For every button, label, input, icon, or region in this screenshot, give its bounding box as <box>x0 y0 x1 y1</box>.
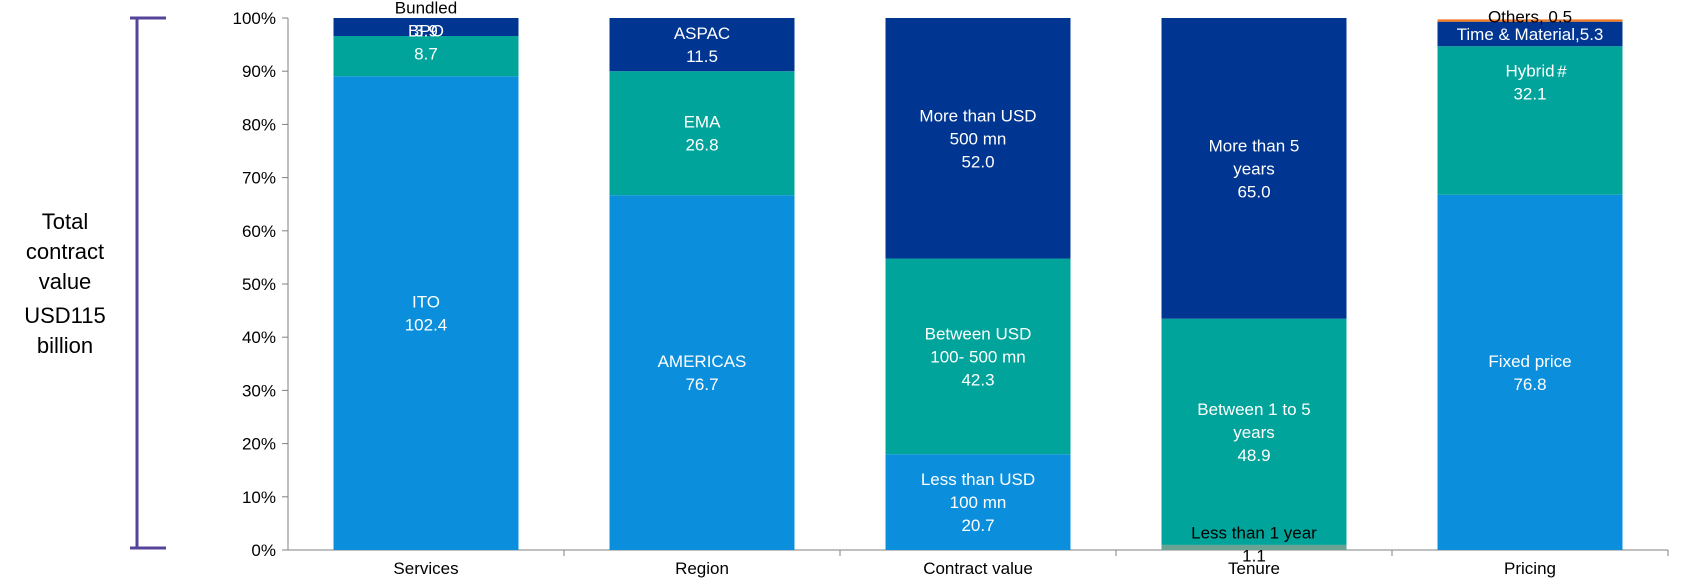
bar-segment <box>1437 19 1623 22</box>
segment-label: Less than USD <box>921 470 1035 489</box>
segment-label: years <box>1233 159 1275 178</box>
segment-label: ITO <box>412 293 440 312</box>
segment-label: 52.0 <box>961 152 994 171</box>
segment-label: 26.8 <box>685 136 718 155</box>
bars <box>333 18 1623 550</box>
segment-label: 42.3 <box>961 370 994 389</box>
segment-label: 3.9 <box>414 22 438 41</box>
segment-label: 65.0 <box>1237 182 1270 201</box>
bar-segment <box>1437 194 1623 550</box>
segment-label: 102.4 <box>405 316 448 335</box>
segment-label: Bundled <box>395 0 457 18</box>
segment-label: Less than 1 year <box>1191 523 1317 542</box>
y-tick-label: 40% <box>242 328 276 347</box>
segment-label: Between 1 to 5 <box>1197 400 1310 419</box>
y-tick-label: 60% <box>242 222 276 241</box>
x-tick-label: Tenure <box>1228 559 1280 578</box>
bar-segment <box>1437 21 1623 47</box>
segment-label: 32.1 <box>1513 85 1546 104</box>
side-note-line5: billion <box>36 333 94 358</box>
segment-label: 48.9 <box>1237 446 1270 465</box>
y-tick-label: 100% <box>233 9 276 28</box>
segment-label: 20.7 <box>961 516 994 535</box>
y-tick-label: 50% <box>242 275 276 294</box>
bar-segment <box>333 18 519 37</box>
segment-label: Fixed price <box>1488 352 1571 371</box>
segment-label: Between USD <box>925 324 1032 343</box>
bar-segment <box>1161 18 1347 319</box>
hybrid-superscript: # <box>1557 62 1567 81</box>
bar-segment <box>333 36 519 77</box>
y-tick-label: 80% <box>242 115 276 134</box>
segment-label: 8.7 <box>414 45 438 64</box>
segment-label: AMERICAS <box>658 352 747 371</box>
segment-label: 1.1 <box>1242 546 1266 565</box>
side-note-line2: contract <box>25 239 105 264</box>
bar-segment <box>1161 544 1347 550</box>
bar-segment <box>333 76 519 550</box>
side-note: Total contract value USD115 billion <box>0 207 130 361</box>
y-tick-label: 30% <box>242 381 276 400</box>
side-note-line3: value <box>38 269 92 294</box>
bar-segment <box>885 258 1071 455</box>
segment-label: 100- 500 mn <box>930 347 1025 366</box>
segment-label: 11.5 <box>686 47 718 66</box>
side-note-line1: Total <box>41 209 89 234</box>
x-tick-label: Services <box>393 559 458 578</box>
y-tick-label: 20% <box>242 435 276 454</box>
segment-label: 100 mn <box>950 493 1007 512</box>
y-tick-label: 0% <box>251 541 276 560</box>
y-tick-label: 10% <box>242 488 276 507</box>
segment-label: 76.7 <box>685 375 718 394</box>
x-tick-label: Pricing <box>1504 559 1556 578</box>
segment-label: years <box>1233 423 1275 442</box>
y-tick-label: 90% <box>242 62 276 81</box>
segment-label: Hybrid <box>1505 62 1554 81</box>
segment-labels: ITO 102.4 BPO 8.7 Bundled 3.9 AMERICAS 76.7 EMA 2… <box>395 0 1604 565</box>
bar-segment <box>1437 46 1623 195</box>
bar-segment <box>609 18 795 72</box>
side-note-line4: USD115 <box>24 303 106 328</box>
bar-segment <box>1161 318 1347 545</box>
bar-segment <box>609 195 795 550</box>
bar-segment <box>885 454 1071 550</box>
segment-label: More than USD <box>919 106 1036 125</box>
x-tick-label: Region <box>675 559 729 578</box>
total-bracket <box>130 16 166 550</box>
segment-label: EMA <box>684 113 722 132</box>
bar-segment <box>609 71 795 196</box>
segment-label: 76.8 <box>1513 375 1546 394</box>
x-tick-label: Contract value <box>923 559 1033 578</box>
segment-label: Time & Material,5.3 <box>1457 25 1604 44</box>
segment-label: BPO <box>408 22 444 41</box>
y-tick-label: 70% <box>242 169 276 188</box>
segment-label: ASPAC <box>674 24 730 43</box>
segment-label: 500 mn <box>950 129 1007 148</box>
segment-label: Others, 0.5 <box>1488 7 1572 26</box>
segment-label: More than 5 <box>1209 136 1300 155</box>
bar-segment <box>885 18 1071 259</box>
